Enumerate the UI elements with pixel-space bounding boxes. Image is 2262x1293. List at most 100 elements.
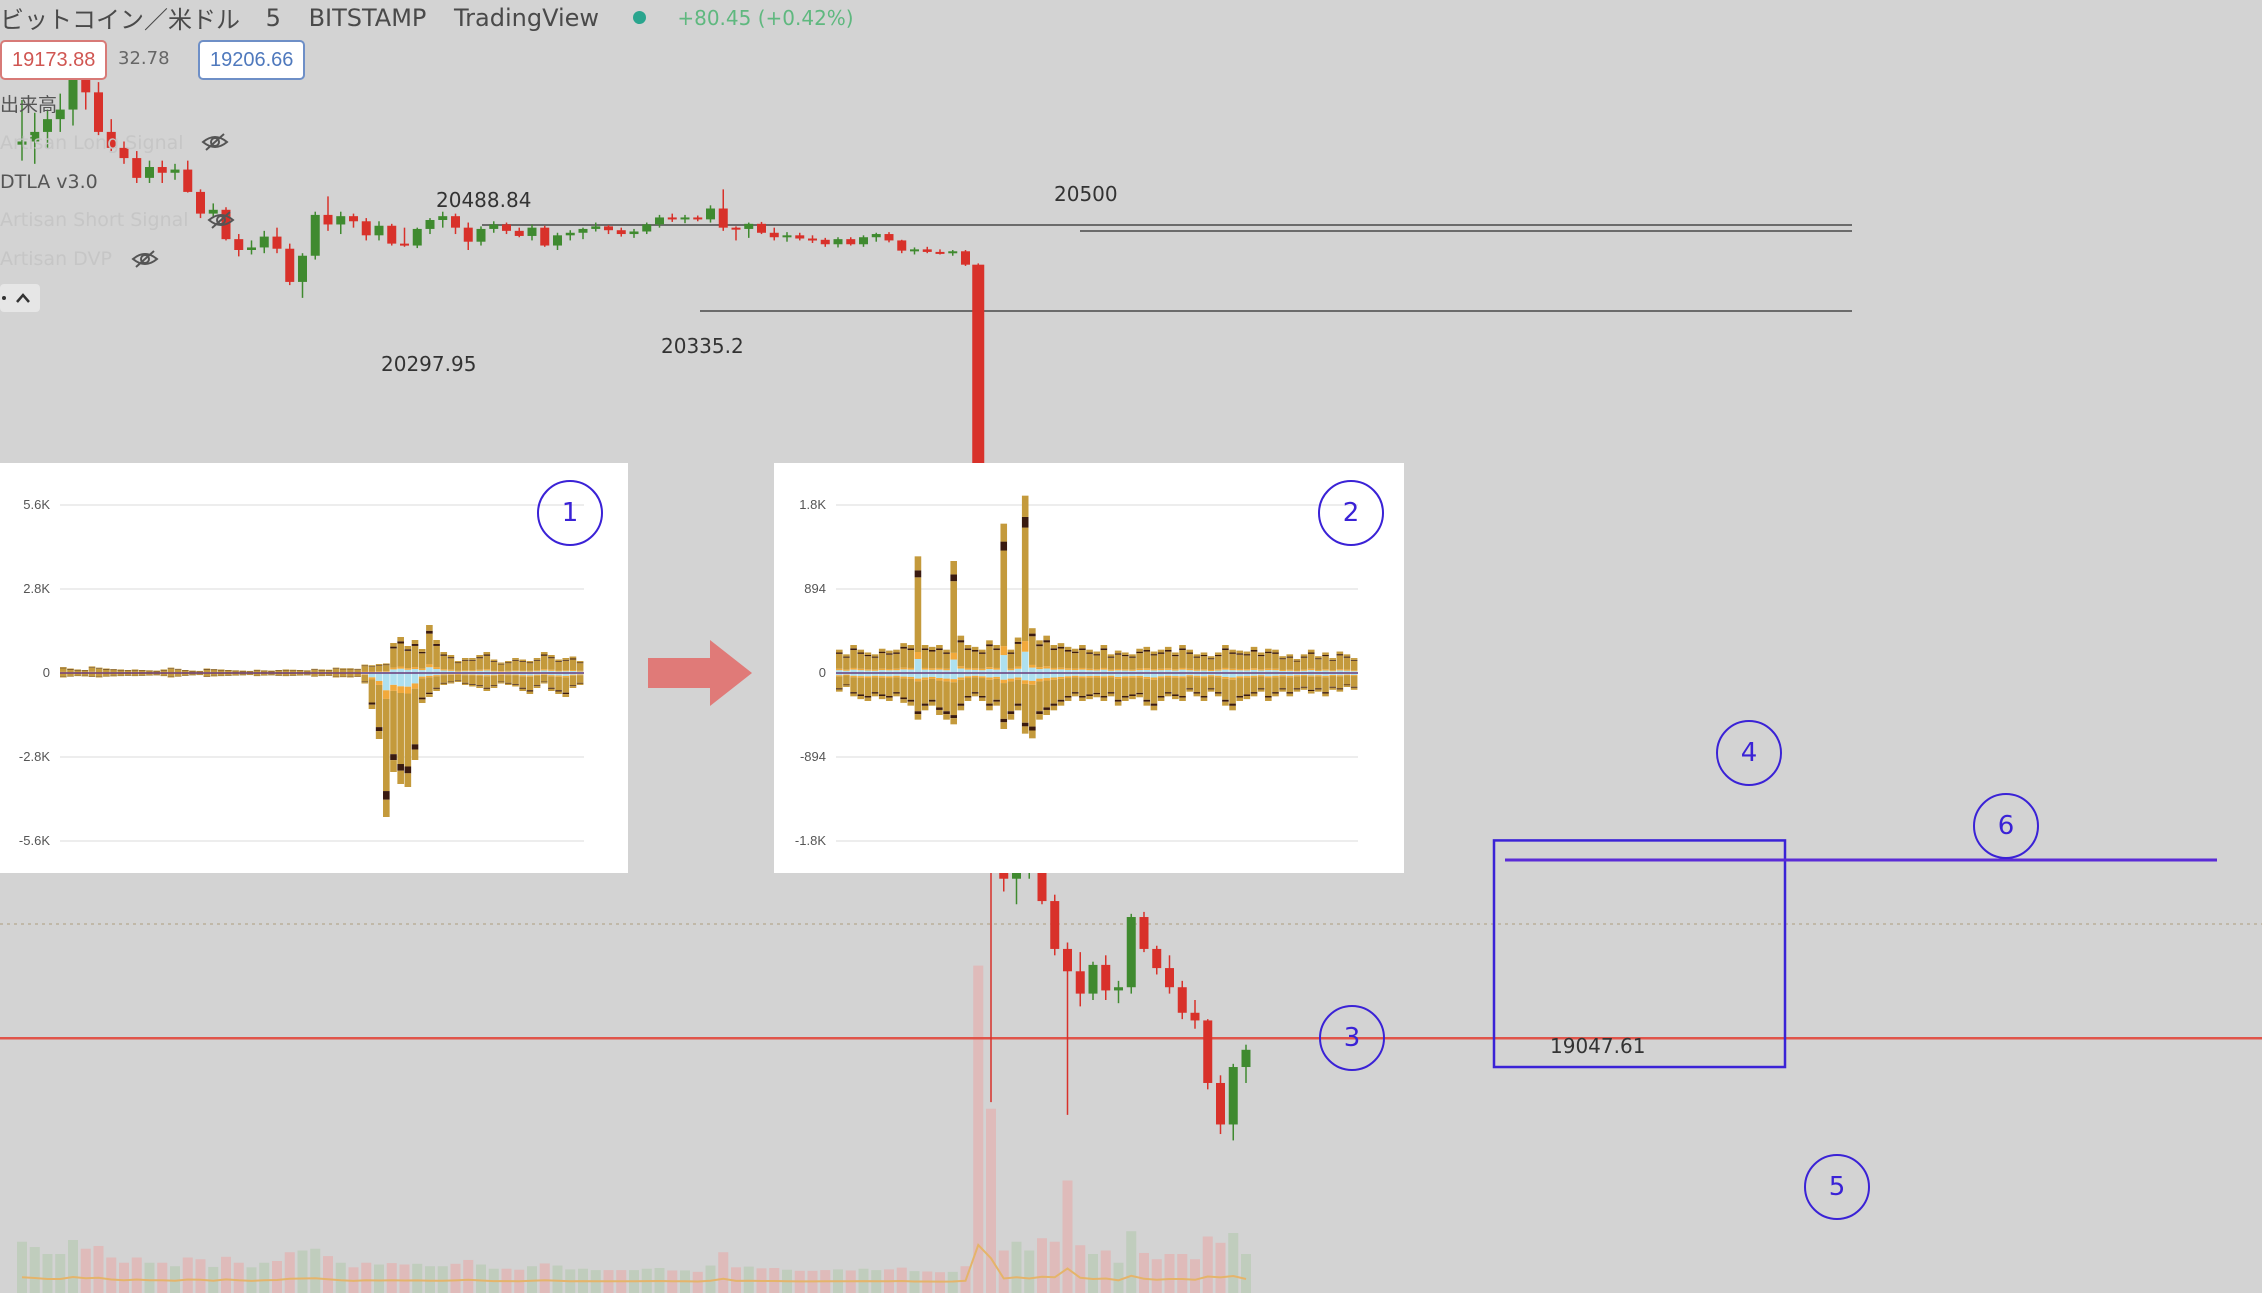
flow-bar	[1343, 657, 1351, 670]
flow-bar	[1114, 654, 1122, 669]
flow-bar	[1000, 683, 1008, 719]
volume-bar	[182, 1257, 193, 1293]
flow-bar	[260, 670, 268, 671]
flow-bar	[1229, 703, 1236, 706]
ask-price-badge[interactable]: 19206.66	[198, 40, 306, 80]
flow-bar	[1336, 655, 1344, 670]
flow-bar	[562, 677, 570, 693]
flow-bar	[964, 673, 972, 677]
flow-bar	[160, 673, 168, 676]
indicator-volume-label[interactable]: 出来高	[0, 94, 58, 116]
flow-bar	[519, 661, 527, 662]
flow-bar	[138, 670, 146, 671]
flow-bar	[928, 669, 936, 673]
volume-bar	[1215, 1242, 1226, 1293]
indicator-long-signal-label[interactable]: Artisan Long Signal	[0, 132, 184, 154]
flow-bar	[347, 668, 354, 670]
symbol-name[interactable]: ビットコイン／米ドル	[0, 6, 240, 34]
flow-bar	[196, 674, 203, 676]
flow-bar	[1307, 652, 1315, 654]
flow-bar	[1129, 657, 1136, 670]
flow-bar	[339, 676, 347, 678]
flow-bar	[110, 675, 117, 677]
flow-bar	[1272, 668, 1279, 671]
flow-bar	[1007, 652, 1015, 654]
flow-bar	[569, 674, 577, 676]
flow-bar	[907, 669, 915, 673]
flow-bar	[1021, 651, 1029, 673]
y-tick-label: -894	[800, 749, 826, 764]
flow-bar	[103, 668, 110, 670]
bid-price-badge[interactable]: 19173.88	[0, 40, 108, 80]
volume-bar	[233, 1262, 244, 1293]
flow-bar	[540, 681, 548, 683]
flow-bar	[1286, 669, 1294, 671]
candle	[565, 232, 575, 236]
price-label-low-bottom: 19047.61	[1550, 1034, 1646, 1058]
candle	[387, 225, 397, 244]
flow-bar	[268, 673, 275, 675]
flow-bar	[928, 678, 936, 700]
flow-bar	[540, 654, 548, 656]
flow-bar	[497, 662, 505, 664]
flow-bar	[957, 677, 965, 680]
volume-bar	[998, 1250, 1009, 1293]
flow-bar	[993, 667, 1000, 670]
flow-bar	[1079, 650, 1086, 668]
flow-bar	[533, 673, 541, 675]
flow-bar	[311, 669, 318, 670]
flow-bar	[1200, 656, 1208, 670]
flow-bar	[1000, 541, 1008, 551]
flow-bar	[886, 673, 893, 677]
flow-bar	[548, 676, 555, 688]
flow-bar	[60, 668, 67, 672]
indicator-dtla-label[interactable]: DTLA v3.0	[0, 171, 98, 193]
flow-bar	[1286, 677, 1294, 693]
flow-bar	[74, 670, 81, 673]
flow-bar	[1257, 654, 1265, 657]
flow-bar	[361, 671, 369, 672]
candle	[68, 79, 78, 110]
flow-bar	[469, 673, 476, 675]
indicator-short-signal-label[interactable]: Artisan Short Signal	[0, 209, 189, 231]
interval[interactable]: 5	[265, 3, 281, 32]
volume-bar	[705, 1265, 716, 1293]
flow-bar	[1322, 675, 1329, 678]
flow-bar	[569, 656, 577, 659]
flow-bar	[921, 650, 929, 668]
flow-bar	[900, 678, 907, 698]
flow-bar	[1136, 675, 1143, 678]
flow-bar	[476, 655, 483, 658]
hidden-eye-icon[interactable]	[207, 210, 235, 230]
candle	[374, 225, 384, 236]
flow-bar	[1236, 676, 1244, 679]
indicator-dvp-label[interactable]: Artisan DVP	[0, 248, 112, 270]
flow-bar	[275, 675, 282, 676]
flow-bar	[1193, 692, 1201, 694]
flow-bar	[490, 661, 498, 671]
flow-bar	[1329, 660, 1336, 671]
flow-bar	[469, 684, 476, 687]
flow-bar	[411, 744, 419, 750]
flow-bar	[1222, 699, 1229, 702]
flow-bar	[864, 656, 872, 670]
candle	[336, 216, 346, 225]
flow-bar	[943, 670, 950, 673]
collapse-legend-button[interactable]	[0, 284, 40, 312]
flow-bar	[1079, 645, 1086, 649]
flow-bar	[167, 668, 175, 673]
flow-bar	[1279, 689, 1286, 692]
flow-bar	[1336, 673, 1344, 676]
hidden-eye-icon[interactable]	[201, 132, 229, 152]
flow-bar	[268, 671, 275, 673]
flow-bar	[1172, 677, 1179, 695]
flow-bar	[411, 669, 419, 673]
flow-bar	[943, 678, 950, 682]
hidden-eye-icon[interactable]	[131, 249, 159, 269]
flow-bar	[1093, 675, 1101, 678]
flow-bar	[569, 659, 577, 671]
flow-bar	[88, 666, 96, 668]
flow-bar	[1322, 692, 1329, 694]
flow-bar	[957, 673, 965, 678]
flow-bar	[404, 686, 412, 694]
